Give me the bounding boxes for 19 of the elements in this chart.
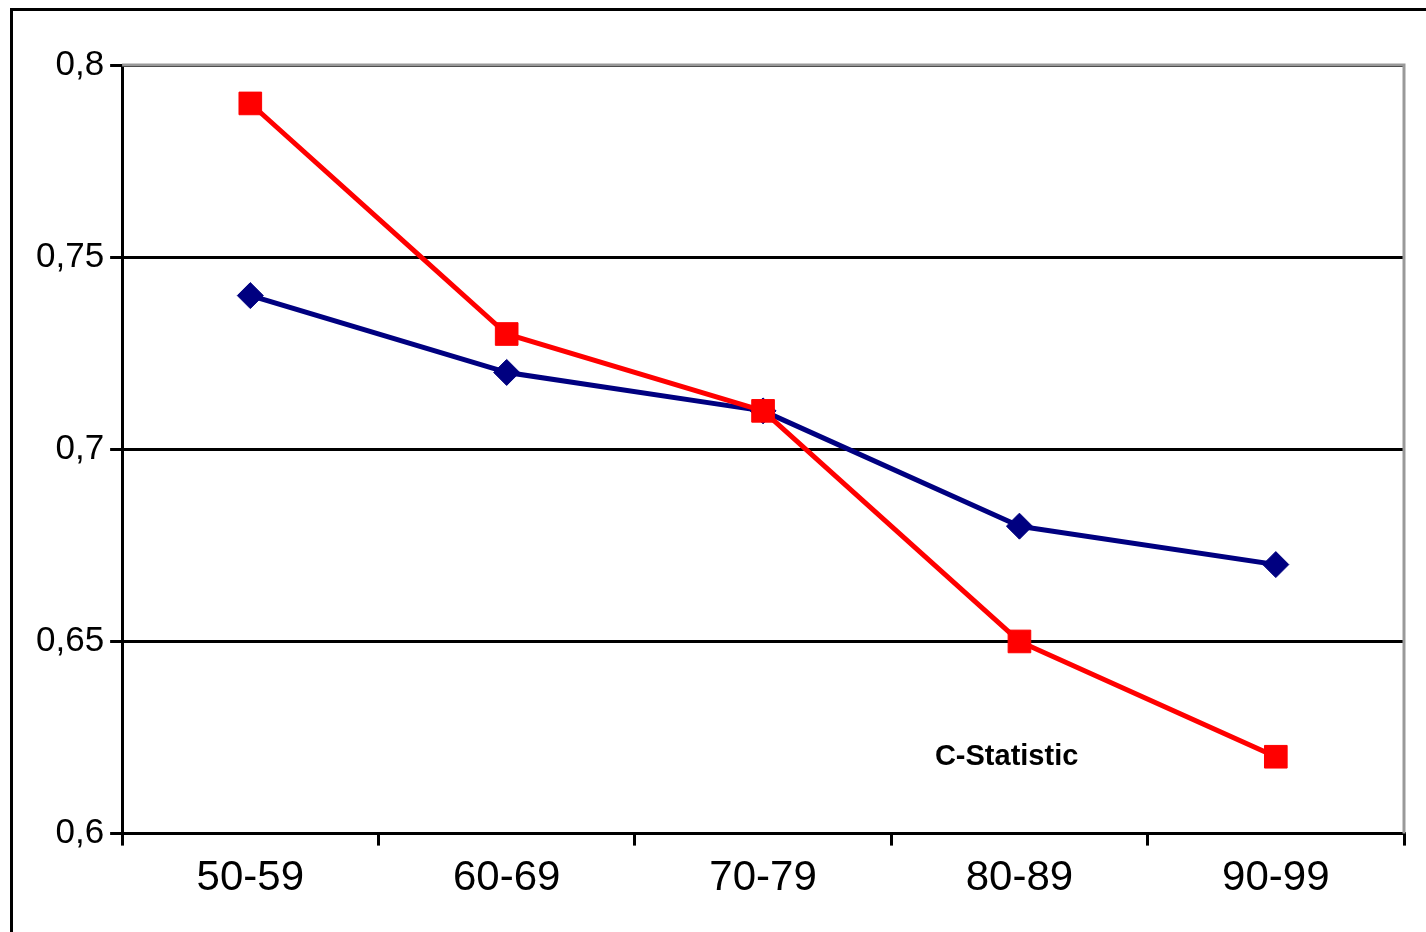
y-tick-label: 0,75	[36, 234, 105, 274]
point	[1264, 744, 1288, 769]
point	[493, 358, 521, 386]
x-tick-label: 50-59	[196, 852, 305, 900]
point	[1262, 551, 1290, 579]
point	[1005, 512, 1033, 540]
y-tick-label: 0,8	[55, 42, 105, 82]
point	[494, 322, 519, 346]
y-tick-label: 0,65	[36, 619, 105, 659]
x-tick-label: 80-89	[965, 852, 1074, 900]
x-tick-label: 90-99	[1222, 852, 1330, 900]
point	[1007, 629, 1032, 654]
x-tick-label: 60-69	[452, 852, 561, 900]
point	[238, 91, 263, 116]
y-tick-label: 0,6	[55, 811, 105, 851]
x-tick-label: 70-79	[709, 852, 817, 900]
annotation: C-Statistic	[934, 738, 1079, 771]
y-tick-label: 0,7	[55, 426, 105, 466]
point	[236, 282, 264, 310]
